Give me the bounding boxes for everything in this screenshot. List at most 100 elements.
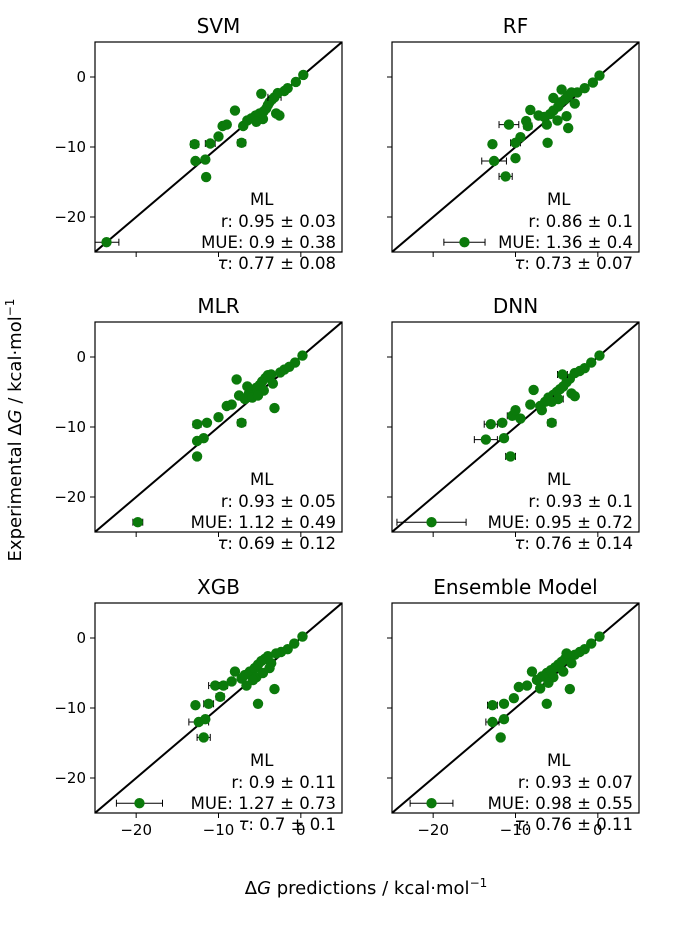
data-point [594, 350, 605, 361]
data-point [236, 137, 247, 148]
data-point [267, 378, 279, 389]
data-point [229, 105, 241, 116]
panel-title: Ensemble Model [433, 575, 597, 599]
data-points [443, 70, 605, 248]
data-point [289, 357, 301, 368]
data-point [552, 115, 563, 126]
stats-tau: τ: 0.76 ± 0.14 [514, 534, 633, 553]
data-point [229, 666, 241, 677]
panel-mlr: MLR 0 −10 −20 ML r: 0.93 ± 0.05 MUE: 1.12 ± 0.… [54, 294, 343, 553]
data-point [542, 137, 553, 148]
stats-mue: MUE: 0.9 ± 0.38 [201, 233, 336, 252]
data-point [198, 732, 209, 743]
stats-tau: τ: 0.76 ± 0.11 [514, 815, 633, 834]
stats-r: r: 0.93 ± 0.1 [528, 492, 633, 511]
data-point [132, 517, 144, 528]
data-point [269, 683, 280, 695]
data-point [485, 419, 496, 430]
y-tick-label: −10 [54, 138, 86, 156]
data-point [543, 677, 554, 688]
stats-r: r: 0.93 ± 0.05 [221, 492, 336, 511]
data-point [226, 399, 237, 410]
panel-xgb: XGB 0 −10 −20 −20 −10 0 ML r: 0.9 ± 0.11 MUE: 1.2… [54, 575, 343, 839]
data-point [488, 155, 500, 167]
data-point [569, 391, 580, 402]
data-point [236, 417, 247, 428]
data-point [586, 357, 597, 368]
stats-tau: τ: 0.77 ± 0.08 [217, 254, 336, 273]
data-points [132, 350, 308, 528]
data-point [535, 683, 546, 694]
data-point [556, 84, 567, 95]
tau-symbol: τ [514, 254, 524, 273]
panel-rf: RF ML r: 0.86 ± 0.1 MUE: 1.36 ± 0.4 τ: 0.73 … [387, 14, 640, 273]
data-point [557, 369, 568, 380]
data-point [525, 399, 536, 410]
y-tick-label: 0 [76, 68, 86, 86]
data-points [95, 69, 309, 248]
data-point [198, 433, 209, 444]
data-point [505, 451, 516, 462]
stats-header: ML [547, 751, 571, 770]
tau-value: : 0.69 ± 0.12 [227, 534, 336, 553]
stats-mue: MUE: 1.36 ± 0.4 [498, 233, 633, 252]
tau-value: : 0.73 ± 0.07 [524, 254, 633, 273]
y-tick-label: −10 [54, 699, 86, 717]
data-point [497, 417, 508, 428]
data-point [426, 798, 437, 809]
data-point [205, 138, 216, 149]
stats-tau: τ: 0.69 ± 0.12 [217, 534, 336, 553]
data-point [480, 434, 492, 445]
data-point [498, 714, 510, 725]
data-point [569, 98, 580, 109]
data-point [265, 369, 277, 380]
data-point [566, 658, 577, 669]
data-point [213, 412, 224, 423]
data-point [587, 77, 599, 88]
x-axis-label: ΔG predictions / kcal·mol−1 [245, 876, 488, 899]
y-tick-label: 0 [76, 348, 86, 366]
stats-tau: τ: 0.73 ± 0.07 [514, 254, 633, 273]
data-point [541, 698, 552, 709]
x-tick-label: −20 [417, 821, 449, 839]
stats-header: ML [250, 470, 274, 489]
x-tick-label: −10 [500, 821, 532, 839]
panel-ensemble-model: Ensemble Model −20 −10 0 ML r: 0.93 ± 0.07 MUE… [387, 575, 640, 839]
data-point [297, 350, 308, 361]
y-tick-label: −20 [54, 208, 86, 226]
data-point [213, 131, 224, 142]
data-point [500, 171, 511, 182]
data-point [498, 698, 510, 709]
data-point [226, 676, 237, 687]
data-point [200, 714, 211, 725]
x-tick-label: 0 [296, 821, 306, 839]
data-point [101, 237, 112, 248]
panel-title: MLR [197, 294, 239, 318]
data-point [218, 680, 229, 691]
data-point [541, 119, 552, 130]
data-point [562, 122, 574, 134]
stats-mue: MUE: 1.12 ± 0.49 [191, 513, 336, 532]
data-point [290, 76, 302, 88]
data-point [203, 698, 214, 709]
data-point [221, 119, 232, 130]
data-point [515, 413, 526, 424]
data-point [536, 405, 548, 416]
tau-symbol: τ [514, 534, 524, 553]
data-point [521, 680, 533, 691]
data-point [191, 451, 203, 462]
data-point [564, 683, 576, 695]
y-tick-label: 0 [76, 629, 86, 647]
tau-value: : 0.76 ± 0.14 [524, 534, 633, 553]
data-point [487, 716, 498, 728]
data-point [495, 732, 506, 743]
data-point [586, 638, 597, 649]
data-point [526, 666, 538, 677]
data-point [282, 83, 293, 94]
data-point [548, 92, 559, 104]
data-point [231, 374, 242, 385]
panel-title: DNN [493, 294, 538, 318]
stats-header: ML [250, 190, 274, 209]
data-point [189, 139, 200, 150]
